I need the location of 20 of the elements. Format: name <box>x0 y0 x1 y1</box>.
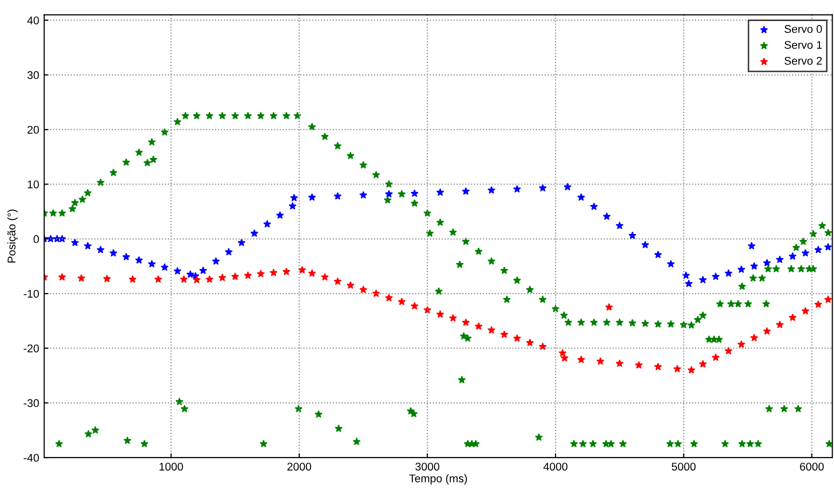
y-tick-label: 20 <box>28 126 39 134</box>
y-tick-label: 30 <box>27 71 39 80</box>
y-axis-title: Posição (°) <box>7 210 18 262</box>
x-tick-label: 1000 <box>160 462 183 471</box>
legend-label: Servo 2 <box>784 56 822 65</box>
y-tick-label: 10 <box>28 180 39 188</box>
x-tick-label: 6000 <box>800 462 824 471</box>
y-tick-label: 40 <box>27 16 39 24</box>
x-axis-title: Tempo (ms) <box>409 474 467 485</box>
y-tick-label: -40 <box>24 454 39 462</box>
x-tick-label: 3000 <box>415 462 440 471</box>
x-tick-label: 2000 <box>287 462 312 471</box>
y-tick-label: 0 <box>34 235 39 244</box>
x-tick-label: 5000 <box>672 462 696 471</box>
legend-label: Servo 1 <box>784 40 822 49</box>
x-tick-label: 4000 <box>543 462 568 471</box>
y-tick-label: -30 <box>24 399 39 408</box>
legend-label: Servo 0 <box>784 25 822 33</box>
y-tick-label: -10 <box>24 290 39 298</box>
y-tick-label: -20 <box>24 344 39 352</box>
